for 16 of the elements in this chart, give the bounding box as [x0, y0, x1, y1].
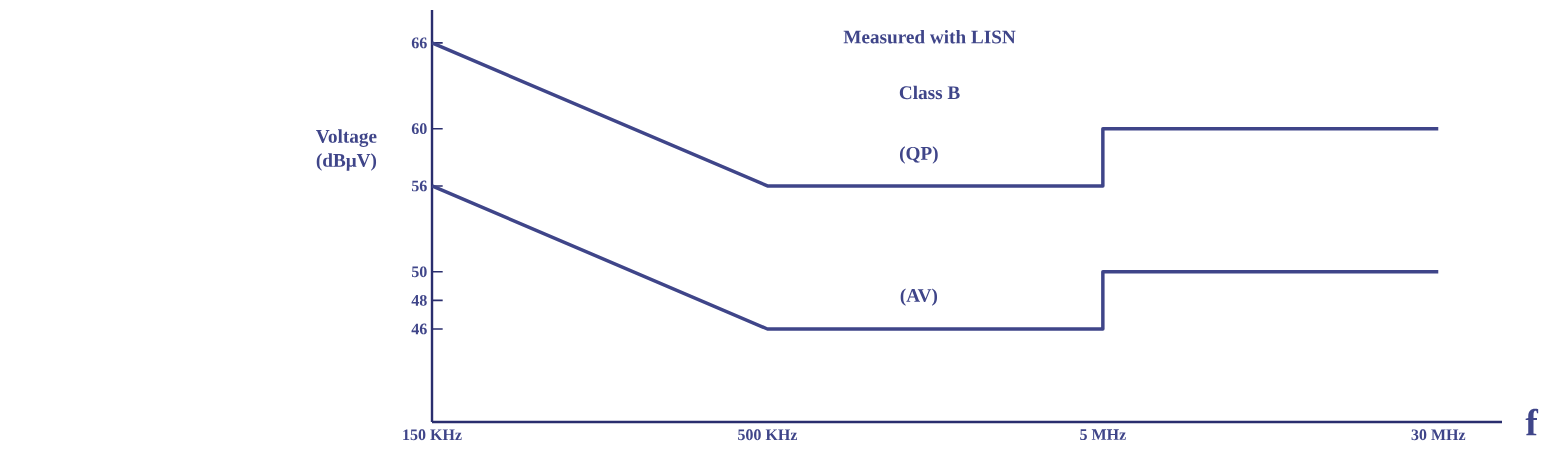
- x-tick-label: 500 KHz: [738, 429, 798, 441]
- series-label: (AV): [900, 288, 938, 306]
- y-axis-title: Voltage (dBμV): [316, 129, 377, 171]
- y-tick-label: 50: [411, 266, 427, 278]
- text: Class B: [899, 85, 960, 100]
- x-axis-title: f: [1525, 408, 1539, 436]
- y-tick-label: 66: [411, 37, 427, 49]
- series-label: (QP): [899, 146, 938, 164]
- y-tick-label: 60: [411, 123, 427, 135]
- x-tick-label: 150 KHz: [403, 429, 462, 441]
- y-tick-label: 48: [411, 294, 427, 306]
- x-tick-label: 30 MHz: [1411, 429, 1466, 441]
- text: Measured with LISN: [843, 29, 1016, 44]
- x-tick-label: 5 MHz: [1080, 429, 1126, 440]
- y-tick-label: 46: [411, 323, 427, 335]
- y-tick-label: 56: [411, 180, 427, 192]
